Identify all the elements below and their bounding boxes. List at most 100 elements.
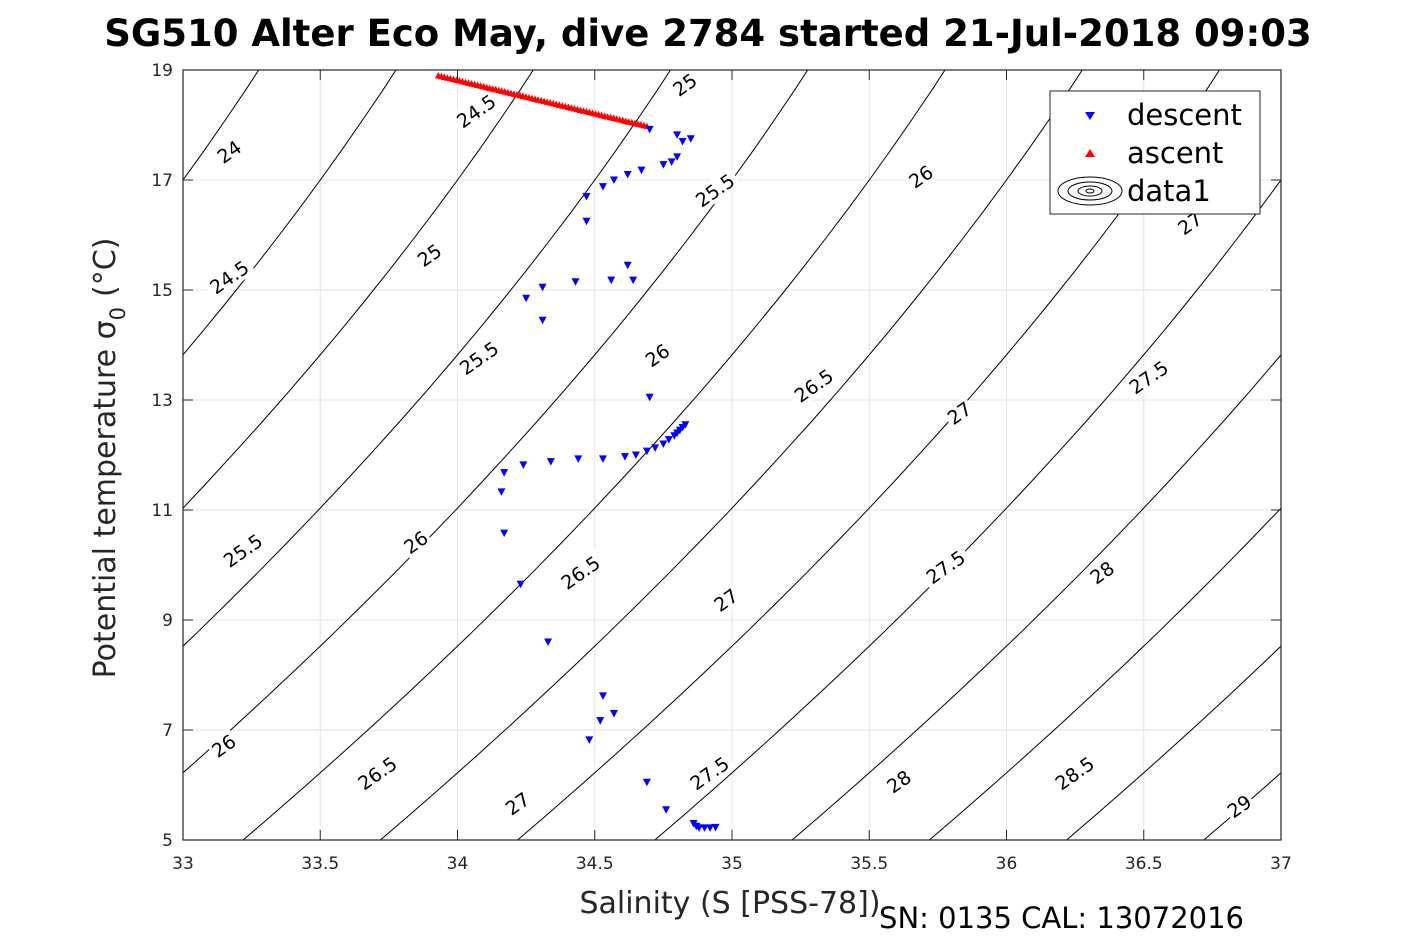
descent-point <box>645 125 654 134</box>
contour-label-bg <box>553 549 608 596</box>
contour-label-bg <box>216 527 270 574</box>
descent-point <box>598 183 607 191</box>
axis-ticks: 33 33.5 34 34.5 35 35.5 36 36.5 37 5 7 9 11 13 15 17 19 <box>151 61 1291 874</box>
descent-point <box>500 469 509 477</box>
descent-point <box>598 455 607 463</box>
x-tick-label: 33 <box>172 854 194 874</box>
descent-point <box>662 806 671 814</box>
descent-point <box>637 166 646 175</box>
contour-label-bg <box>452 334 506 382</box>
contour-label-bg <box>202 253 256 301</box>
descent-point <box>500 529 509 538</box>
contour-label-bg <box>350 749 405 797</box>
x-tick-label: 36.5 <box>1125 854 1163 874</box>
descent-point <box>497 488 506 496</box>
contour-label-bg <box>1121 353 1176 401</box>
descent-point <box>571 278 580 286</box>
descent-point <box>686 135 695 143</box>
legend-contour-marker <box>1057 176 1123 206</box>
y-tick-label: 7 <box>162 721 173 741</box>
descent-point <box>651 444 660 452</box>
contour-label-bg <box>786 362 841 409</box>
descent-point <box>607 276 616 285</box>
ascent-series <box>434 72 651 130</box>
serial-calibration-text: SN: 0135 CAL: 13072016 <box>879 901 1244 935</box>
contour-label-bg <box>903 159 939 194</box>
legend-ascent-label: ascent <box>1127 136 1223 170</box>
y-tick-label: 9 <box>162 611 173 631</box>
y-axis-label-main: Potential temperature σ <box>88 320 123 678</box>
y-axis-label-unit: (°C) <box>88 238 123 297</box>
contour-label-bg <box>449 87 503 135</box>
contour-label-bg <box>1084 555 1120 590</box>
legend-descent-label: descent <box>1127 98 1242 132</box>
y-tick-label: 5 <box>162 831 173 851</box>
contour-label-bg <box>918 543 973 591</box>
chart-title: SG510 Alter Eco May, dive 2784 started 2… <box>104 12 1312 55</box>
descent-point <box>620 453 629 461</box>
legend-descent-marker <box>1085 112 1095 120</box>
contour-label-bg <box>499 786 536 821</box>
x-tick-label: 35.5 <box>850 854 888 874</box>
isopycnal-line <box>928 507 1281 840</box>
contour-label-bg <box>211 134 247 169</box>
descent-point <box>659 161 668 169</box>
isopycnal-line <box>791 354 1281 840</box>
y-tick-label: 11 <box>151 501 173 521</box>
contour-label-bg <box>666 67 703 102</box>
contour-label-bg <box>682 749 737 797</box>
x-tick-label: 34.5 <box>576 854 614 874</box>
x-tick-label: 36 <box>996 854 1018 874</box>
legend-ascent-marker <box>1085 149 1095 157</box>
y-tick-label: 17 <box>151 171 173 191</box>
descent-point <box>538 283 547 292</box>
descent-point <box>629 276 638 285</box>
contour-label-bg <box>411 238 448 273</box>
contour-label-bg <box>1221 789 1258 824</box>
descent-point <box>598 692 607 700</box>
isopycnal-line <box>654 179 1281 840</box>
y-tick-label: 19 <box>151 61 173 81</box>
x-tick-label: 33.5 <box>301 854 339 874</box>
contour-label-bg <box>881 764 917 799</box>
contour-label-bg <box>688 166 742 214</box>
descent-point <box>609 710 618 718</box>
descent-point <box>678 138 687 146</box>
contour-label-bg <box>1047 749 1102 797</box>
descent-point <box>673 131 682 139</box>
descent-point <box>645 393 654 402</box>
contour-label-bg <box>205 728 242 763</box>
isopycnal-line <box>1065 645 1281 840</box>
descent-point <box>519 461 528 469</box>
isopycnal-line <box>183 70 672 647</box>
descent-point <box>574 455 583 463</box>
descent-point <box>631 451 640 459</box>
descent-point <box>664 436 673 444</box>
y-axis-label: Potential temperature σ0 (°C) <box>88 238 130 679</box>
x-tick-label: 37 <box>1270 854 1292 874</box>
descent-point <box>623 261 632 270</box>
descent-point <box>544 638 553 646</box>
descent-point <box>670 432 679 440</box>
y-axis-label-subscript: 0 <box>106 307 130 320</box>
isopycnal-line <box>183 70 397 356</box>
descent-point <box>700 824 709 832</box>
descent-point <box>546 458 555 466</box>
descent-point <box>609 176 618 184</box>
legend-box <box>1049 90 1261 215</box>
descent-point <box>695 824 704 832</box>
isopycnal-line <box>379 70 1083 840</box>
contour-label-bg <box>941 395 978 431</box>
descent-series <box>497 125 720 832</box>
y-tick-label: 15 <box>151 281 173 301</box>
descent-point <box>667 158 676 166</box>
descent-point <box>642 778 651 787</box>
contour-label-bg <box>639 338 676 373</box>
x-axis-label: Salinity (S [PSS-78]) <box>579 886 880 921</box>
contour-label-bg <box>397 525 434 560</box>
descent-point <box>582 217 591 226</box>
descent-point <box>522 294 531 303</box>
x-tick-label: 35 <box>721 854 743 874</box>
y-tick-label: 13 <box>151 391 173 411</box>
